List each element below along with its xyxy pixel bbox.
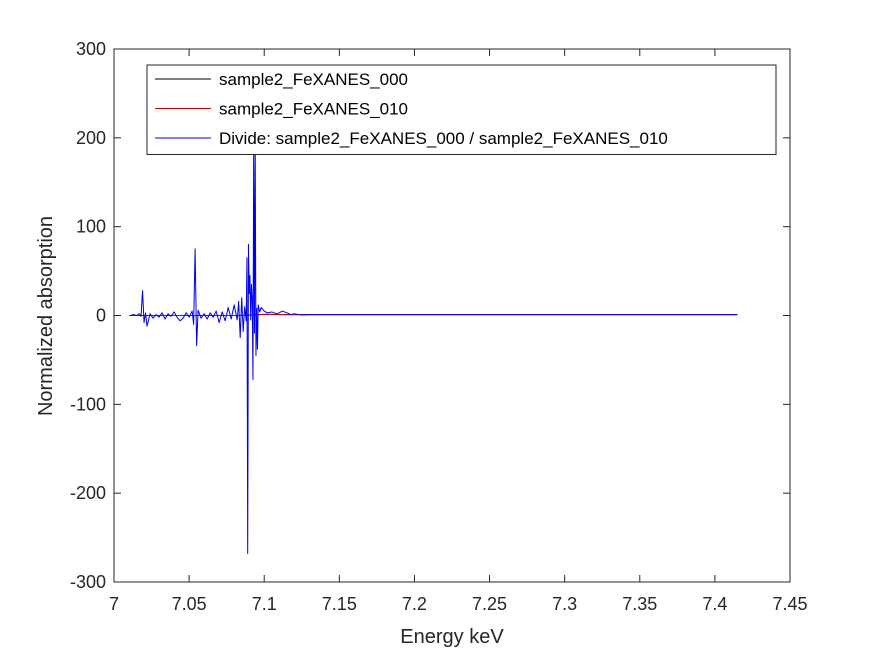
legend-box — [146, 64, 777, 155]
y-tick-label: -100 — [70, 394, 106, 414]
y-tick-label: 0 — [96, 306, 106, 326]
plot-frame — [113, 48, 791, 583]
x-tick-label: 7.35 — [622, 594, 657, 614]
y-tick-label: -200 — [70, 483, 106, 503]
legend-label: sample2_FeXANES_010 — [219, 100, 408, 119]
legend-label: sample2_FeXANES_000 — [219, 70, 408, 89]
legend: sample2_FeXANES_000 sample2_FeXANES_010 Di… — [146, 64, 777, 155]
x-tick-label: 7.4 — [702, 594, 727, 614]
y-tick-label: 300 — [76, 39, 106, 59]
x-tick-label: 7.1 — [252, 594, 277, 614]
x-tick-label: 7.45 — [772, 594, 807, 614]
series-lines — [129, 137, 738, 555]
series-line-2 — [130, 137, 738, 555]
x-axis-label: Energy keV — [400, 626, 504, 648]
y-tick-label: 100 — [76, 217, 106, 237]
x-tick-label: 7 — [109, 594, 119, 614]
legend-label: Divide: sample2_FeXANES_000 / sample2_Fe… — [219, 129, 668, 148]
y-tick-label: 200 — [76, 128, 106, 148]
x-tick-labels: 7 7.05 7.1 7.15 7.2 7.25 7.3 7.35 7.4 7.45 — [109, 594, 808, 614]
x-tick-label: 7.05 — [172, 594, 207, 614]
x-tick-label: 7.2 — [402, 594, 427, 614]
y-tick-label: -300 — [70, 572, 106, 592]
x-tick-label: 7.15 — [322, 594, 357, 614]
x-tick-label: 7.25 — [472, 594, 507, 614]
y-axis-label: Normalized absorption — [35, 216, 57, 416]
y-tick-labels: -300 -200 -100 0 100 200 300 — [70, 39, 106, 592]
x-tick-label: 7.3 — [552, 594, 577, 614]
